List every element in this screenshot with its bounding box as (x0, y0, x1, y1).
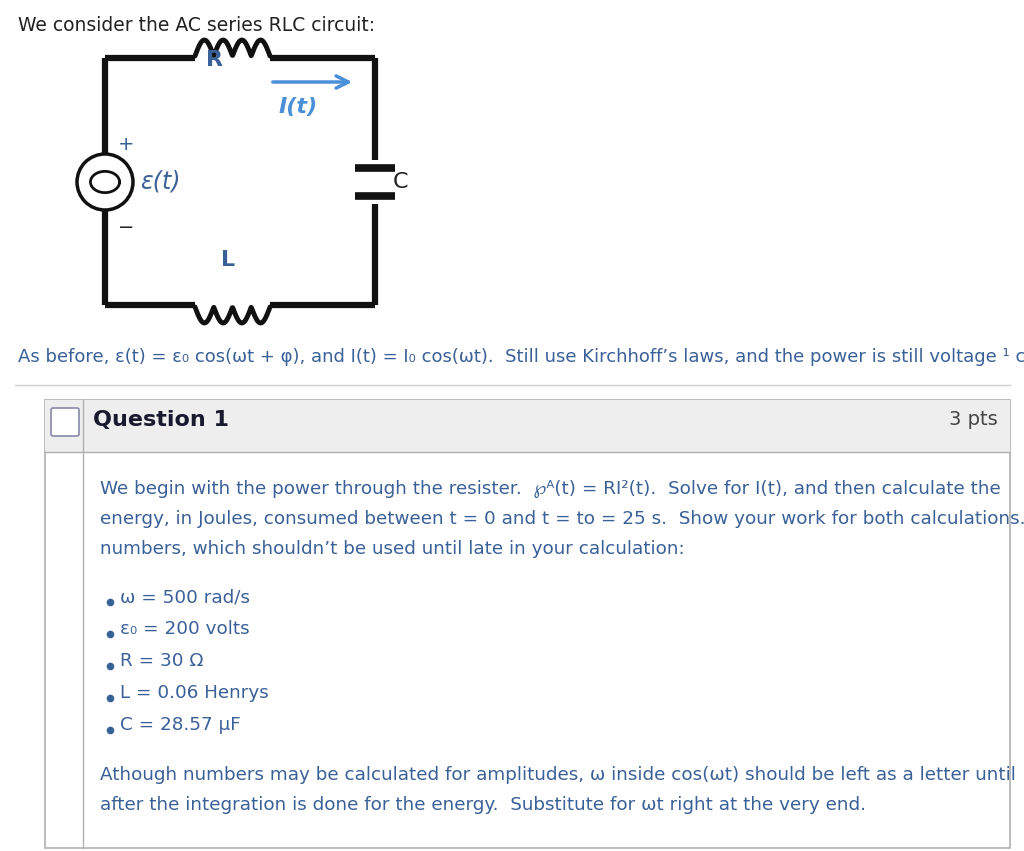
Text: R: R (207, 50, 223, 70)
Text: +: + (118, 135, 134, 155)
Text: L: L (221, 250, 236, 270)
Text: 3 pts: 3 pts (949, 410, 998, 429)
Text: ε(t): ε(t) (140, 170, 180, 194)
Text: L = 0.06 Henrys: L = 0.06 Henrys (120, 684, 268, 702)
Text: Question 1: Question 1 (93, 410, 229, 430)
FancyBboxPatch shape (51, 408, 79, 436)
Bar (45, 400, 1010, 848)
Text: Athough numbers may be calculated for amplitudes, ω inside cos(ωt) should be lef: Athough numbers may be calculated for am… (100, 766, 1016, 784)
Text: C = 28.57 μF: C = 28.57 μF (120, 716, 241, 734)
Text: ε₀ = 200 volts: ε₀ = 200 volts (120, 620, 250, 638)
Text: R = 30 Ω: R = 30 Ω (120, 652, 204, 670)
Text: after the integration is done for the energy.  Substitute for ωt right at the ve: after the integration is done for the en… (100, 796, 866, 814)
Text: I(t): I(t) (279, 97, 317, 117)
Text: −: − (118, 219, 134, 237)
Text: As before, ε(t) = ε₀ cos(ωt + φ), and I(t) = I₀ cos(ωt).  Still use Kirchhoff’s : As before, ε(t) = ε₀ cos(ωt + φ), and I(… (18, 348, 1024, 366)
Text: numbers, which shouldn’t be used until late in your calculation:: numbers, which shouldn’t be used until l… (100, 540, 685, 558)
Text: energy, in Joules, consumed between t = 0 and t = tᴏ = 25 s.  Show your work for: energy, in Joules, consumed between t = … (100, 510, 1024, 528)
Text: C: C (393, 172, 409, 192)
Bar (45, 400, 1010, 452)
Text: We consider the AC series RLC circuit:: We consider the AC series RLC circuit: (18, 16, 375, 35)
Text: We begin with the power through the resister.  ℘ᴬ(t) = RI²(t).  Solve for I(t), : We begin with the power through the resi… (100, 480, 1000, 498)
Text: ω = 500 rad/s: ω = 500 rad/s (120, 588, 250, 606)
